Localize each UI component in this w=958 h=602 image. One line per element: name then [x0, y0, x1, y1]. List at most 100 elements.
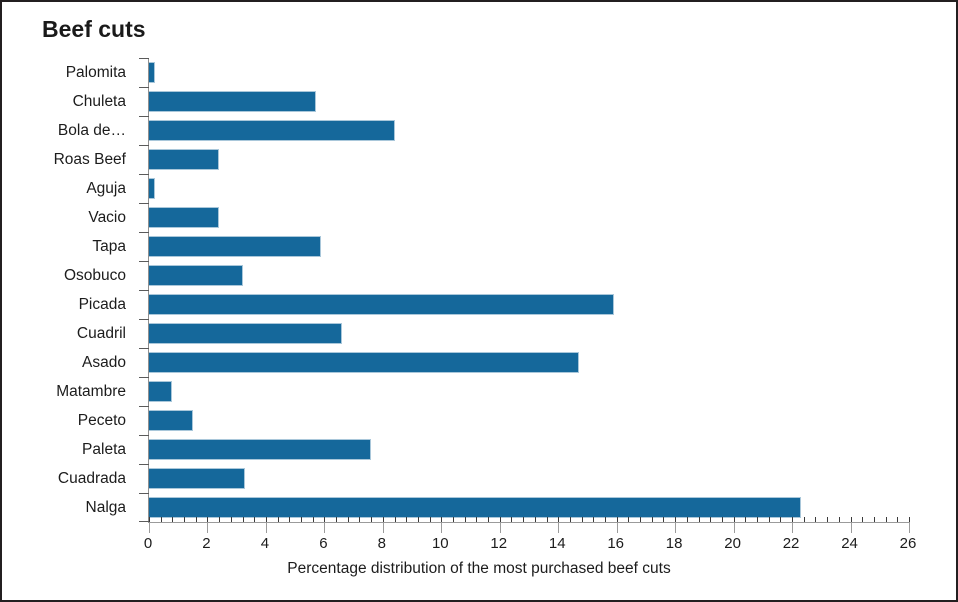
x-axis-major-tick: [499, 522, 501, 533]
category-label: Cuadril: [76, 325, 126, 342]
category-label: Osobuco: [63, 267, 126, 284]
chart-row: [149, 435, 909, 464]
x-axis-minor-tick: [230, 517, 232, 522]
x-axis-minor-tick: [219, 517, 221, 522]
category-label: Paleta: [82, 441, 126, 458]
x-axis-major-tick: [616, 522, 618, 533]
x-axis-minor-tick: [336, 517, 338, 522]
chart-row: [149, 348, 909, 377]
chart-row: [149, 290, 909, 319]
y-axis-boundary-tick: [139, 87, 149, 88]
x-axis-minor-tick: [546, 517, 548, 522]
x-axis-tick-label: 4: [260, 535, 270, 552]
y-axis-boundary-tick: [139, 174, 149, 175]
x-axis-major-tick: [792, 522, 794, 533]
bar-aguja: [149, 178, 155, 199]
x-axis-minor-tick: [757, 517, 758, 522]
bar-tapa: [149, 236, 322, 257]
x-axis-tick-label: 10: [431, 535, 449, 552]
bar-cuadrada: [149, 468, 246, 489]
x-axis-minor-tick: [441, 517, 443, 522]
x-axis-minor-tick: [523, 517, 525, 522]
x-axis-minor-tick: [301, 517, 302, 522]
x-axis-minor-tick: [768, 517, 770, 522]
x-axis-minor-tick: [897, 517, 899, 522]
x-axis-tick-label: 14: [548, 535, 566, 552]
x-axis-major-tick: [558, 522, 560, 533]
bar-vacio: [149, 207, 220, 228]
x-axis-minor-tick: [382, 517, 384, 522]
bar-picada: [149, 294, 614, 315]
x-axis-minor-tick: [406, 517, 408, 522]
chart-row: [149, 406, 909, 435]
category-label: Palomita: [65, 64, 126, 81]
x-axis-minor-tick: [780, 517, 782, 522]
x-axis-tick-label: 20: [724, 535, 741, 552]
category-label: Asado: [82, 354, 126, 371]
chart-row: [149, 261, 909, 290]
x-axis-minor-tick: [581, 517, 583, 522]
bar-asado: [149, 352, 579, 373]
x-axis-minor-tick: [909, 517, 910, 522]
x-axis-major-tick: [149, 522, 150, 533]
x-axis-tick-label: 12: [490, 535, 508, 552]
x-axis-minor-tick: [499, 517, 501, 522]
x-axis-minor-tick: [476, 517, 478, 522]
x-axis-minor-tick: [873, 517, 875, 522]
chart-row: [149, 116, 909, 145]
bar-cuadril: [149, 323, 342, 344]
x-axis-minor-tick: [289, 517, 291, 522]
x-axis-minor-tick: [838, 517, 840, 522]
x-axis-minor-tick: [312, 517, 314, 522]
x-axis-minor-tick: [277, 517, 279, 522]
x-axis-title: Percentage distribution of the most purc…: [287, 560, 671, 577]
category-label: Vacio: [88, 209, 126, 226]
x-axis-minor-tick: [885, 517, 887, 522]
y-axis-boundary-tick: [139, 145, 149, 146]
x-axis-tick-label: 6: [319, 535, 328, 552]
chart-row: [149, 87, 909, 116]
y-axis-boundary-tick: [139, 261, 149, 262]
x-axis-minor-tick: [265, 517, 267, 522]
category-label: Roas Beef: [53, 151, 126, 168]
y-axis-boundary-tick: [139, 232, 149, 233]
x-axis-major-tick: [733, 522, 735, 533]
category-label: Peceto: [77, 412, 126, 429]
x-axis-major-tick: [265, 522, 267, 533]
x-axis-minor-tick: [792, 517, 794, 522]
chart-row: [149, 464, 909, 493]
x-axis-minor-tick: [815, 517, 817, 522]
category-label: Bola de…: [57, 122, 126, 139]
category-label: Tapa: [92, 238, 126, 255]
x-axis-minor-tick: [254, 517, 256, 522]
x-axis-tick-label: 24: [841, 535, 858, 552]
x-axis-minor-tick: [464, 517, 466, 522]
x-axis-major-tick: [382, 522, 384, 533]
x-axis-minor-tick: [745, 517, 747, 522]
category-axis-labels: Palomita Chuleta Bola de… Roas Beef Aguja Vac…: [2, 58, 126, 522]
x-axis-minor-tick: [371, 517, 373, 522]
x-axis-minor-tick: [663, 517, 665, 522]
x-axis-minor-tick: [710, 517, 712, 522]
chart-row: [149, 377, 909, 406]
x-axis-minor-tick: [803, 517, 805, 522]
y-axis-boundary-tick: [139, 290, 149, 291]
x-axis-minor-tick: [359, 517, 361, 522]
y-axis-boundary-tick: [139, 406, 149, 407]
y-axis-boundary-tick: [139, 348, 149, 349]
x-axis-minor-tick: [862, 517, 864, 522]
bar-chuleta: [149, 91, 316, 112]
category-label: Chuleta: [72, 93, 126, 110]
x-axis-minor-tick: [850, 517, 852, 522]
y-axis-boundary-tick: [139, 464, 149, 465]
x-axis-tick-label: 22: [782, 535, 800, 552]
x-axis-tick-labels: 0 2 4 6 8 10 12 14 16 18 20 22 24 26: [144, 535, 917, 555]
x-axis-minor-tick: [324, 517, 326, 522]
x-axis-minor-tick: [453, 517, 454, 522]
y-axis-boundary-tick: [139, 319, 149, 320]
category-label: Picada: [78, 296, 126, 313]
x-axis-minor-tick: [593, 517, 595, 522]
category-label: Matambre: [56, 383, 126, 400]
x-axis-tick-label: 0: [143, 535, 153, 552]
x-axis-minor-tick: [733, 517, 735, 522]
